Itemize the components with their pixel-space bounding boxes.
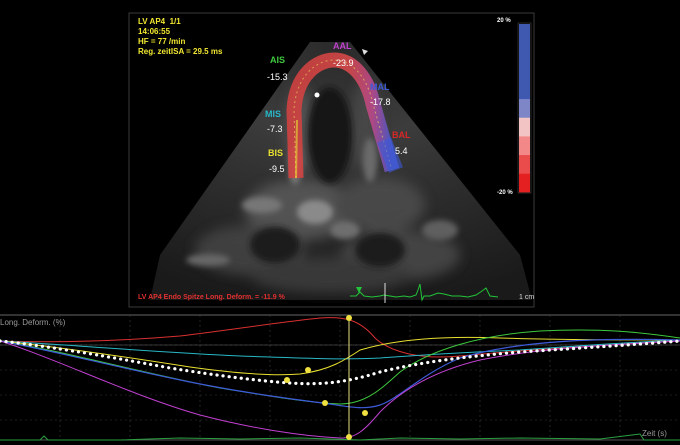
segment-value-ais: -15.3 — [267, 72, 288, 82]
color-scale-step — [519, 24, 530, 44]
apex-marker — [314, 92, 320, 98]
curve-mal — [0, 338, 680, 409]
segment-label-mal: MAL — [370, 82, 390, 92]
color-scale-bar — [517, 22, 532, 194]
segment-value-bal: 5.4 — [395, 146, 408, 156]
scale-min-label: -20 % — [497, 190, 513, 196]
segment-value-mal: -17.8 — [370, 97, 391, 107]
study-info: LV AP4 1/1 14:06:55 HF = 77 /min Reg. ze… — [138, 17, 222, 57]
color-scale-step — [519, 136, 530, 156]
timing-label: Reg. zeitISA = 29.5 ms — [138, 47, 223, 56]
curve-ecg — [0, 433, 680, 441]
time-label: 14:06:55 — [138, 27, 171, 36]
segment-label-bis: BIS — [268, 148, 284, 158]
plot-y-label: Long. Deform. (%) — [0, 318, 66, 327]
plot-x-label: Zeit (s) — [642, 429, 667, 438]
color-scale-step — [519, 154, 530, 174]
segment-label-bal: BAL — [392, 130, 411, 140]
segment-value-bis: -9.5 — [269, 164, 285, 174]
cursor-markers — [284, 315, 368, 440]
view-row: LV AP4 1/1 — [138, 17, 222, 27]
segment-label-ais: AIS — [270, 55, 286, 65]
depth-label: 1 cm — [519, 294, 535, 301]
strain-curve-plot — [0, 314, 680, 445]
view-label: LV AP4 — [138, 17, 166, 26]
segment-label-aal: AAL — [333, 41, 352, 51]
curve-bis — [0, 336, 680, 376]
curve-mis — [0, 339, 680, 360]
roi-deformation-label: LV AP4 Endo Spitze Long. Deform. = -11.9… — [138, 294, 285, 301]
color-scale-step — [519, 117, 530, 137]
frame-label: 1/1 — [169, 17, 181, 26]
image-frame — [128, 12, 535, 308]
curve-average — [0, 339, 680, 386]
color-scale-step — [519, 98, 530, 118]
transducer-marker — [362, 49, 368, 55]
scale-max-label: 20 % — [497, 18, 511, 24]
strain-roi-band — [286, 52, 403, 179]
color-scale-step — [519, 80, 530, 100]
segment-value-mis: -7.3 — [267, 124, 283, 134]
color-scale-step — [519, 61, 530, 81]
segment-value-aal: -23.9 — [333, 58, 354, 68]
color-scale-step — [519, 173, 530, 193]
heart-rate-label: HF = 77 /min — [138, 37, 186, 46]
color-scale-step — [519, 42, 530, 62]
ecg-trace — [350, 283, 499, 302]
ultrasound-sector — [150, 42, 532, 300]
ecg-start-marker — [356, 287, 362, 293]
segment-label-mis: MIS — [265, 109, 282, 119]
